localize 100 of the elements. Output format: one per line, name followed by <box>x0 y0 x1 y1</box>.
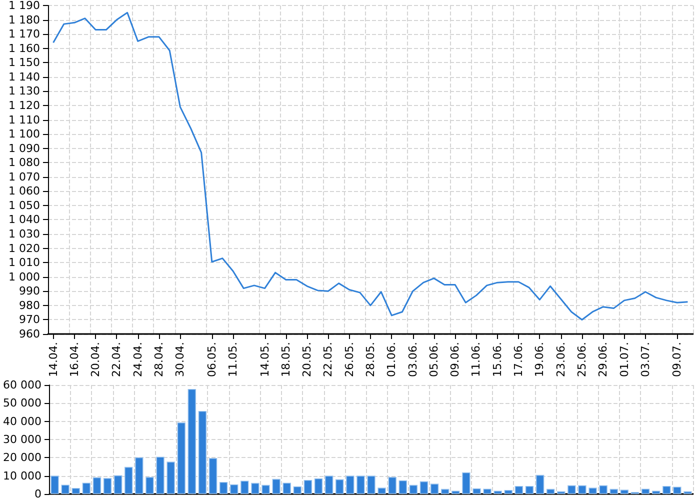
bar <box>103 478 112 494</box>
bar <box>652 490 660 494</box>
y-tick-label: 1 030 <box>8 228 40 241</box>
y-tick-label: 20 000 <box>2 451 42 464</box>
bar <box>282 482 291 494</box>
bar <box>198 410 207 494</box>
y-tick-label: 1 010 <box>8 256 40 270</box>
y-tick-label: 60 000 <box>2 378 42 392</box>
bar <box>599 485 608 494</box>
bar <box>504 490 512 494</box>
y-tick-label: 1 090 <box>8 142 40 155</box>
x-tick-label: 11.06. <box>470 342 483 377</box>
bar <box>398 480 408 494</box>
bar <box>135 457 144 494</box>
bar <box>620 490 629 494</box>
x-tick-label: 28.05. <box>364 342 377 377</box>
bar <box>483 488 492 494</box>
bar <box>536 474 544 494</box>
bar <box>240 480 249 494</box>
y-tick-label: 40 000 <box>2 414 42 428</box>
bar <box>494 490 502 494</box>
x-tick-label: 09.06. <box>448 342 462 377</box>
bar <box>346 476 354 494</box>
x-tick-label: 06.05. <box>205 342 218 377</box>
bar <box>472 488 481 494</box>
x-tick-label: 23.06. <box>554 342 568 377</box>
y-tick-label: 1 120 <box>8 98 40 112</box>
y-tick-label: 1 160 <box>8 42 40 55</box>
x-tick-label: 25.06. <box>575 342 588 377</box>
x-tick-label: 24.04. <box>131 342 144 377</box>
bar <box>324 476 334 494</box>
x-tick-label: 18.05. <box>279 342 292 377</box>
bar <box>177 422 186 494</box>
x-tick-label: 22.04. <box>110 342 124 377</box>
bar <box>146 476 154 494</box>
bar <box>335 479 344 494</box>
bar <box>72 488 80 494</box>
x-tick-label: 01.07. <box>618 342 631 377</box>
y-tick-label: 1 080 <box>8 156 40 170</box>
bar <box>230 484 238 494</box>
y-tick-label: 50 000 <box>2 396 42 410</box>
x-tick-label: 14.05. <box>258 342 272 377</box>
bar <box>641 488 650 494</box>
bar <box>430 484 439 494</box>
bar <box>378 488 386 494</box>
x-tick-label: 03.06. <box>406 342 420 377</box>
y-tick-label: 1 180 <box>8 13 40 26</box>
x-tick-label: 20.05. <box>300 342 314 377</box>
bar <box>367 476 376 494</box>
y-tick-label: 1 100 <box>8 128 40 141</box>
y-tick-label: 990 <box>19 284 40 298</box>
bar <box>662 486 671 494</box>
bar <box>208 458 218 494</box>
x-tick-label: 01.06. <box>385 342 398 377</box>
bar <box>388 476 396 494</box>
y-tick-label: 1 040 <box>8 213 40 226</box>
bar <box>251 482 260 494</box>
bar <box>610 488 618 494</box>
bar <box>82 482 91 494</box>
bar <box>304 480 312 494</box>
x-tick-label: 28.04. <box>152 342 166 377</box>
bar <box>219 482 228 494</box>
bar <box>114 475 122 494</box>
y-tick-label: 1 070 <box>8 170 40 184</box>
bar <box>525 486 534 494</box>
bar <box>409 484 418 494</box>
y-tick-label: 960 <box>19 328 40 340</box>
y-tick-label: 1 000 <box>8 270 40 284</box>
bar <box>166 462 175 494</box>
x-tick-label: 17.06. <box>512 342 526 377</box>
x-tick-label: 03.07. <box>638 342 652 377</box>
x-tick-label: 14.04. <box>46 342 60 377</box>
y-tick-label: 1 110 <box>8 113 40 126</box>
x-tick-label: 16.04. <box>68 342 81 377</box>
x-tick-label: 20.04. <box>89 342 102 377</box>
bar <box>61 484 70 494</box>
bar <box>293 486 302 494</box>
bar <box>546 488 555 494</box>
x-tick-label: 26.05. <box>342 342 356 377</box>
bar <box>673 486 682 494</box>
bar <box>514 486 524 494</box>
bar <box>420 481 428 494</box>
x-tick-label: 29.06. <box>596 342 610 377</box>
x-tick-label: 15.06. <box>490 342 504 377</box>
bar <box>588 488 597 494</box>
x-tick-label: 05.06. <box>427 342 440 377</box>
line-series <box>52 12 688 320</box>
y-tick-label: 980 <box>19 298 40 312</box>
x-tick-label: 09.07. <box>670 342 684 377</box>
x-tick-label: 11.05. <box>226 342 240 377</box>
bar <box>568 485 576 494</box>
y-tick-label: 1 050 <box>8 198 40 212</box>
x-tick-label: 22.05. <box>322 342 335 377</box>
y-tick-label: 1 150 <box>8 56 40 70</box>
bar <box>452 490 460 494</box>
y-tick-label: 1 170 <box>8 28 40 41</box>
y-tick-label: 30 000 <box>2 433 42 446</box>
bar <box>272 478 280 494</box>
y-tick-label: 0 <box>34 488 42 500</box>
bar <box>578 485 586 494</box>
